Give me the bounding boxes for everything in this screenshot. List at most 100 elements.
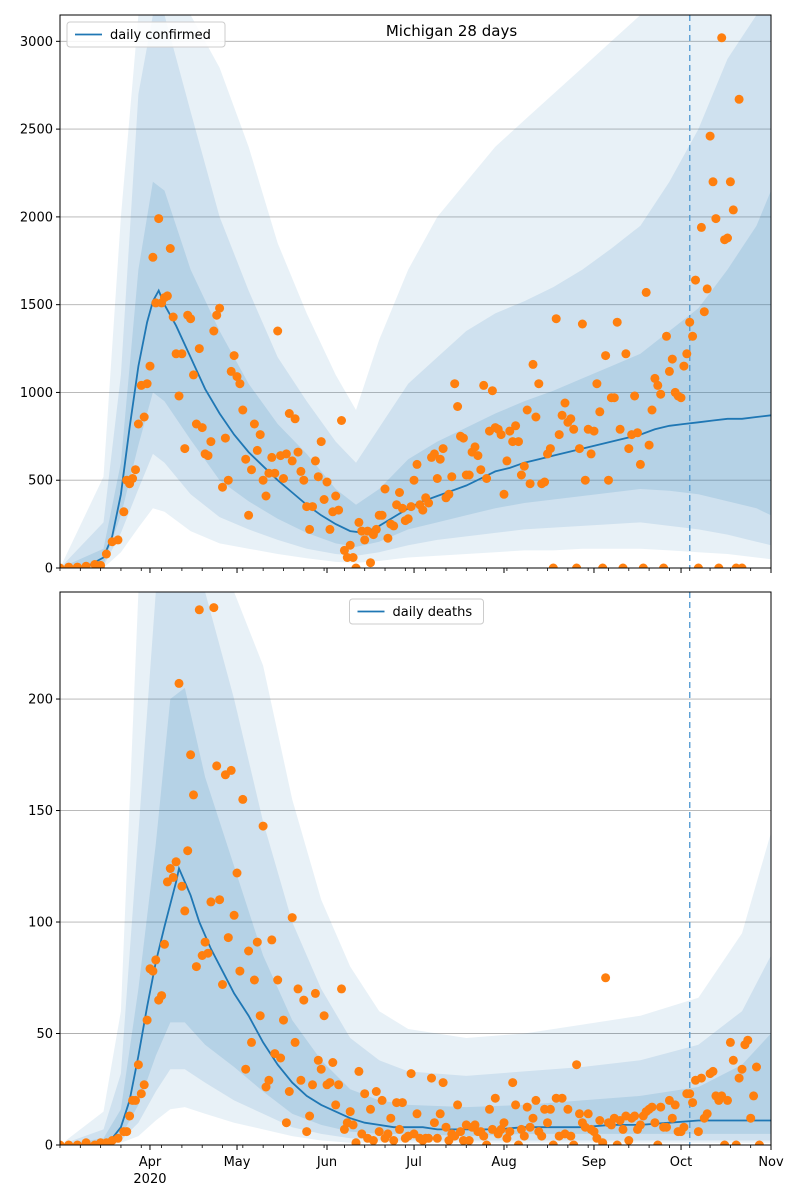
observed-point bbox=[316, 1064, 326, 1074]
observed-point bbox=[717, 33, 727, 43]
observed-point bbox=[157, 991, 167, 1001]
observed-point bbox=[441, 1122, 451, 1132]
observed-point bbox=[435, 1109, 445, 1119]
observed-point bbox=[299, 995, 309, 1005]
observed-point bbox=[444, 489, 454, 499]
observed-point bbox=[575, 1109, 584, 1119]
observed-point bbox=[612, 317, 622, 327]
observed-point bbox=[374, 1127, 384, 1137]
observed-point bbox=[557, 1093, 567, 1103]
observed-point bbox=[209, 326, 219, 336]
observed-point bbox=[226, 765, 236, 775]
observed-point bbox=[252, 445, 262, 455]
observed-point bbox=[685, 317, 695, 327]
observed-point bbox=[458, 433, 468, 443]
observed-point bbox=[165, 864, 175, 873]
observed-point bbox=[209, 603, 219, 613]
observed-point bbox=[162, 291, 172, 301]
observed-point bbox=[154, 214, 164, 224]
observed-point bbox=[177, 881, 187, 891]
observed-point bbox=[171, 857, 181, 867]
legend-box bbox=[349, 598, 484, 625]
observed-point bbox=[586, 449, 596, 459]
observed-point bbox=[81, 1138, 91, 1145]
observed-point bbox=[334, 505, 344, 515]
plot-frame bbox=[59, 14, 772, 569]
observed-point bbox=[514, 437, 523, 447]
observed-point bbox=[215, 303, 225, 313]
observed-point bbox=[438, 1078, 448, 1088]
legend: daily confirmed bbox=[66, 21, 226, 48]
observed-point bbox=[696, 222, 706, 232]
observed-point bbox=[653, 380, 663, 390]
observed-point bbox=[194, 344, 204, 354]
observed-point bbox=[337, 984, 346, 994]
observed-point bbox=[395, 488, 404, 497]
observed-point bbox=[725, 177, 735, 187]
observed-point bbox=[189, 370, 198, 380]
x-tick-label: Sep bbox=[582, 1155, 607, 1170]
observed-point bbox=[136, 1089, 146, 1099]
observed-point bbox=[476, 465, 486, 475]
observed-point bbox=[252, 937, 262, 947]
observed-point bbox=[598, 1138, 608, 1145]
observed-point bbox=[267, 452, 277, 462]
x-tick-label: Aug bbox=[491, 1155, 516, 1170]
observed-point bbox=[60, 563, 65, 568]
observed-point bbox=[447, 472, 457, 482]
observed-point bbox=[575, 444, 584, 454]
observed-point bbox=[328, 1058, 338, 1067]
observed-point bbox=[177, 349, 187, 359]
observed-point bbox=[101, 549, 111, 559]
observed-point bbox=[511, 421, 521, 431]
observed-point bbox=[290, 414, 300, 424]
observed-point bbox=[371, 524, 381, 534]
observed-point bbox=[160, 939, 169, 949]
observed-point bbox=[618, 1124, 628, 1134]
plot-area bbox=[60, 592, 771, 1145]
observed-point bbox=[197, 423, 207, 433]
observed-point bbox=[566, 1131, 576, 1141]
observed-point bbox=[682, 349, 692, 359]
observed-point bbox=[676, 393, 686, 403]
band-50-interval bbox=[60, 181, 771, 568]
observed-point bbox=[276, 1053, 286, 1063]
observed-point bbox=[241, 1064, 251, 1074]
observed-point bbox=[308, 502, 317, 512]
observed-point bbox=[644, 440, 654, 450]
observed-point bbox=[595, 407, 605, 417]
observed-point bbox=[331, 491, 341, 501]
observed-point bbox=[331, 1100, 341, 1110]
observed-point bbox=[688, 331, 698, 341]
observed-point bbox=[685, 1089, 695, 1099]
observed-point bbox=[255, 430, 265, 440]
x-tick-label: May bbox=[224, 1155, 251, 1170]
observed-point bbox=[734, 94, 744, 104]
observed-point bbox=[635, 459, 645, 469]
observed-point bbox=[424, 498, 434, 508]
observed-point bbox=[604, 475, 613, 485]
observed-point bbox=[647, 405, 657, 415]
observed-point bbox=[543, 1118, 552, 1128]
y-tick-label: 100 bbox=[28, 916, 53, 931]
observed-point bbox=[180, 906, 190, 916]
x-tick-label: Nov bbox=[758, 1155, 784, 1170]
observed-point bbox=[650, 1118, 660, 1128]
observed-point bbox=[723, 1095, 732, 1105]
x-tick-label: Jun bbox=[316, 1155, 337, 1170]
observed-point bbox=[247, 465, 256, 475]
y-tick-label: 500 bbox=[28, 474, 53, 489]
observed-point bbox=[142, 379, 152, 389]
observed-point bbox=[528, 1113, 538, 1123]
observed-point bbox=[284, 1087, 294, 1096]
observed-point bbox=[598, 563, 608, 568]
plot-area bbox=[60, 15, 771, 568]
observed-point bbox=[485, 1104, 494, 1114]
observed-point bbox=[366, 1104, 375, 1114]
observed-point bbox=[218, 980, 227, 989]
observed-point bbox=[516, 470, 526, 480]
x-tick-label: Jul bbox=[405, 1155, 422, 1170]
observed-point bbox=[226, 366, 236, 376]
observed-point bbox=[601, 973, 611, 983]
observed-point bbox=[397, 503, 407, 513]
